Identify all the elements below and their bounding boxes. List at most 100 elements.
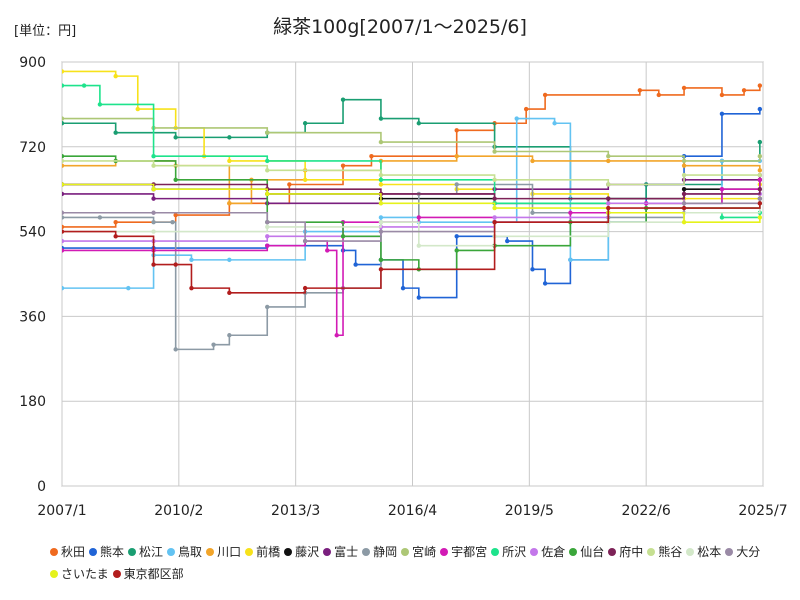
data-point: [606, 158, 611, 164]
legend-marker: [206, 548, 215, 556]
data-point: [265, 130, 270, 135]
data-point: [681, 163, 687, 168]
data-point: [416, 243, 422, 248]
y-tick-label: 0: [37, 479, 46, 495]
x-tick-label: 2013/3: [271, 503, 320, 519]
legend-marker: [50, 548, 58, 556]
data-point: [302, 177, 308, 182]
x-tick-label: 2019/5: [505, 503, 554, 519]
data-point: [265, 158, 270, 164]
legend-marker: [128, 548, 137, 556]
data-point: [265, 219, 270, 225]
data-point: [681, 219, 687, 225]
legend-label: 府中: [619, 545, 644, 559]
legend-item: 大分: [725, 541, 760, 563]
data-point: [757, 168, 763, 173]
legend-item: 宮崎: [401, 541, 436, 563]
legend-marker: [245, 548, 254, 556]
legend-label: 熊谷: [658, 545, 683, 559]
data-point: [523, 106, 529, 112]
data-point: [757, 177, 763, 182]
legend-label: 川口: [217, 545, 242, 559]
legend-marker: [530, 548, 539, 556]
legend-item: 静岡: [362, 541, 397, 563]
series-2: [62, 97, 763, 201]
legend-marker: [686, 548, 695, 556]
legend-item: 佐倉: [530, 541, 565, 563]
data-point: [173, 347, 178, 352]
data-point: [757, 196, 763, 201]
data-point: [568, 257, 573, 263]
legend-item: 秋田: [50, 541, 85, 563]
x-tick-label: 2016/4: [388, 503, 437, 519]
data-point: [681, 187, 687, 192]
data-point: [681, 85, 687, 91]
data-point: [334, 333, 339, 338]
data-point: [113, 73, 118, 79]
data-point: [757, 201, 763, 206]
legend-label: 鳥取: [178, 545, 203, 559]
data-point: [325, 248, 330, 253]
data-point: [378, 172, 384, 178]
data-point: [189, 257, 194, 263]
data-point: [302, 238, 308, 244]
data-point: [113, 219, 118, 225]
data-point: [492, 215, 497, 220]
data-point: [378, 229, 384, 234]
data-point: [492, 205, 497, 211]
data-point: [378, 139, 384, 145]
y-tick-label: 360: [19, 309, 46, 325]
legend-label: 富士: [334, 545, 359, 559]
data-point: [681, 205, 687, 211]
data-point: [530, 210, 535, 215]
legend-marker: [725, 548, 734, 556]
legend-label: 松本: [697, 545, 722, 559]
data-point: [173, 177, 178, 182]
series-line: [62, 98, 761, 200]
data-point: [757, 139, 763, 145]
legend-item: 松江: [128, 541, 163, 563]
legend-marker: [323, 548, 332, 556]
data-point: [340, 234, 346, 239]
data-point: [265, 304, 270, 310]
unit-label: [単位：円]: [14, 24, 77, 39]
legend-label: 静岡: [373, 545, 398, 559]
data-point: [719, 111, 725, 117]
legend-marker: [401, 548, 410, 556]
data-point: [378, 201, 384, 206]
x-tick-label: 2025/7: [738, 503, 787, 519]
data-point: [151, 210, 156, 215]
data-point: [757, 83, 763, 88]
legend-marker: [284, 548, 293, 556]
data-point: [542, 281, 548, 286]
data-point: [265, 243, 270, 248]
y-tick-label: 720: [19, 140, 46, 156]
data-point: [227, 290, 232, 296]
data-point: [637, 88, 643, 93]
data-point: [400, 285, 406, 291]
chart-title: 緑茶100g[2007/1～2025/6]: [273, 16, 527, 38]
data-point: [340, 163, 346, 168]
legend-item: 藤沢: [284, 541, 319, 563]
data-point: [378, 219, 384, 225]
legend-marker: [112, 570, 121, 578]
data-point: [353, 262, 358, 267]
legend-label: 秋田: [61, 545, 86, 559]
data-point: [227, 135, 232, 140]
data-point: [492, 177, 497, 182]
legend-marker: [167, 548, 176, 556]
data-point: [227, 201, 232, 206]
data-point: [492, 219, 497, 225]
data-point: [757, 187, 763, 192]
data-point: [757, 215, 763, 220]
legend-label: 大分: [736, 545, 761, 559]
x-tick-label: 2010/2: [154, 503, 203, 519]
data-point: [62, 229, 65, 234]
y-tick-label: 180: [19, 394, 46, 410]
data-point: [416, 121, 422, 126]
data-point: [126, 285, 131, 291]
data-point: [173, 135, 178, 140]
data-point: [492, 196, 497, 201]
data-point: [719, 215, 725, 220]
data-point: [514, 116, 519, 121]
